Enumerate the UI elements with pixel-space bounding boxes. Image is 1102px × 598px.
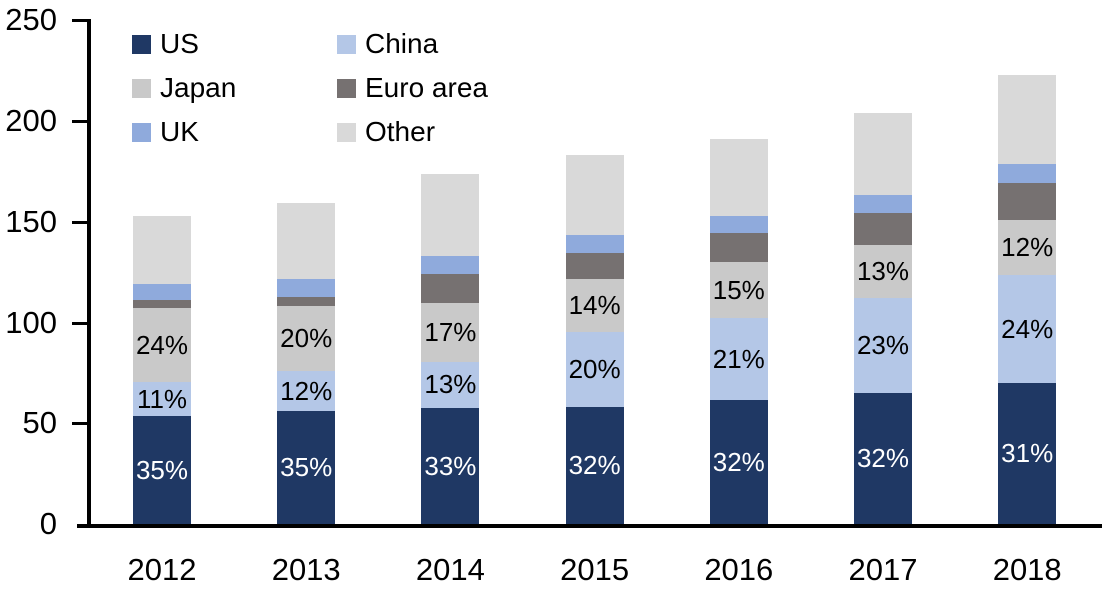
legend-swatch-icon xyxy=(132,34,151,54)
bar-segment xyxy=(133,284,191,301)
bar-segment xyxy=(133,308,191,382)
y-tick-label: 50 xyxy=(22,405,57,441)
bar-segment xyxy=(133,215,191,285)
bar-segment xyxy=(421,256,480,275)
y-tick-label: 150 xyxy=(5,203,57,239)
legend-item: Japan xyxy=(132,72,337,103)
legend-label: China xyxy=(365,28,439,59)
x-tick-label: 2014 xyxy=(415,552,485,587)
bar-segment xyxy=(565,331,624,408)
bar-segment xyxy=(421,361,480,409)
legend-label: US xyxy=(160,28,199,59)
x-tick-label: 2013 xyxy=(271,552,341,587)
legend-item: UK xyxy=(132,116,337,147)
legend-item: China xyxy=(337,28,488,59)
bar-segment xyxy=(998,275,1057,383)
bar-segment xyxy=(565,155,624,235)
bar-segment xyxy=(709,215,768,233)
legend: US China Japan Euro area UK Other xyxy=(132,28,488,147)
x-tick-label: 2012 xyxy=(127,552,197,587)
bar-segment xyxy=(565,279,624,332)
bar-segment xyxy=(277,370,336,412)
bar-segment xyxy=(854,393,912,524)
legend-label: UK xyxy=(160,116,199,147)
legend-swatch-icon xyxy=(337,78,356,98)
bar-segment xyxy=(709,318,768,401)
x-tick-label: 2015 xyxy=(560,552,630,587)
bar-segment xyxy=(854,298,912,394)
bar-segment xyxy=(998,164,1057,184)
bar-segment xyxy=(421,274,480,304)
y-tick-label: 250 xyxy=(5,2,57,38)
x-tick-label: 2017 xyxy=(848,552,918,587)
legend-item: US xyxy=(132,28,337,59)
bar-segment xyxy=(565,234,624,253)
bar-segment xyxy=(998,74,1057,165)
bar-segment xyxy=(133,381,191,417)
legend-swatch-icon xyxy=(337,122,356,142)
legend-item: Other xyxy=(337,116,488,147)
axis-tick xyxy=(72,220,91,224)
y-tick-label: 200 xyxy=(5,103,57,138)
legend-label: Other xyxy=(365,116,436,147)
y-tick-label: 0 xyxy=(39,506,57,541)
x-axis-line xyxy=(77,524,1102,528)
bar-segment xyxy=(998,183,1057,220)
axis-tick xyxy=(72,422,91,426)
x-tick-label: 2016 xyxy=(704,552,774,587)
bar-segment xyxy=(277,306,336,371)
bar-segment xyxy=(709,400,768,524)
x-tick-label: 2018 xyxy=(992,552,1062,587)
bar-segment xyxy=(277,297,336,307)
bar-segment xyxy=(709,232,768,263)
bar-segment xyxy=(709,139,768,216)
bar-segment xyxy=(421,408,480,524)
axis-tick xyxy=(72,120,91,123)
legend-swatch-icon xyxy=(132,78,151,98)
bar-segment xyxy=(709,262,768,319)
bar-segment xyxy=(277,411,336,524)
bar-segment xyxy=(421,303,480,362)
bar-segment xyxy=(277,202,336,280)
legend-label: Japan xyxy=(160,72,237,103)
legend-label: Euro area xyxy=(365,72,488,103)
bar-segment xyxy=(277,279,336,298)
bar-segment xyxy=(421,174,480,256)
bar-segment xyxy=(565,407,624,524)
bar-segment xyxy=(854,194,912,213)
bar-segment xyxy=(133,416,191,524)
axis-tick xyxy=(72,321,91,325)
axis-tick xyxy=(72,19,91,23)
legend-item: Euro area xyxy=(337,72,488,103)
bar-segment xyxy=(854,244,912,299)
legend-swatch-icon xyxy=(132,122,151,142)
y-axis-line xyxy=(87,19,91,527)
legend-swatch-icon xyxy=(337,34,356,54)
bar-segment xyxy=(133,300,191,309)
bar-segment xyxy=(854,112,912,195)
bar-segment xyxy=(565,252,624,280)
bar-segment xyxy=(998,382,1057,524)
y-tick-label: 100 xyxy=(5,304,57,340)
bar-segment xyxy=(854,212,912,245)
bar-segment xyxy=(998,219,1057,276)
